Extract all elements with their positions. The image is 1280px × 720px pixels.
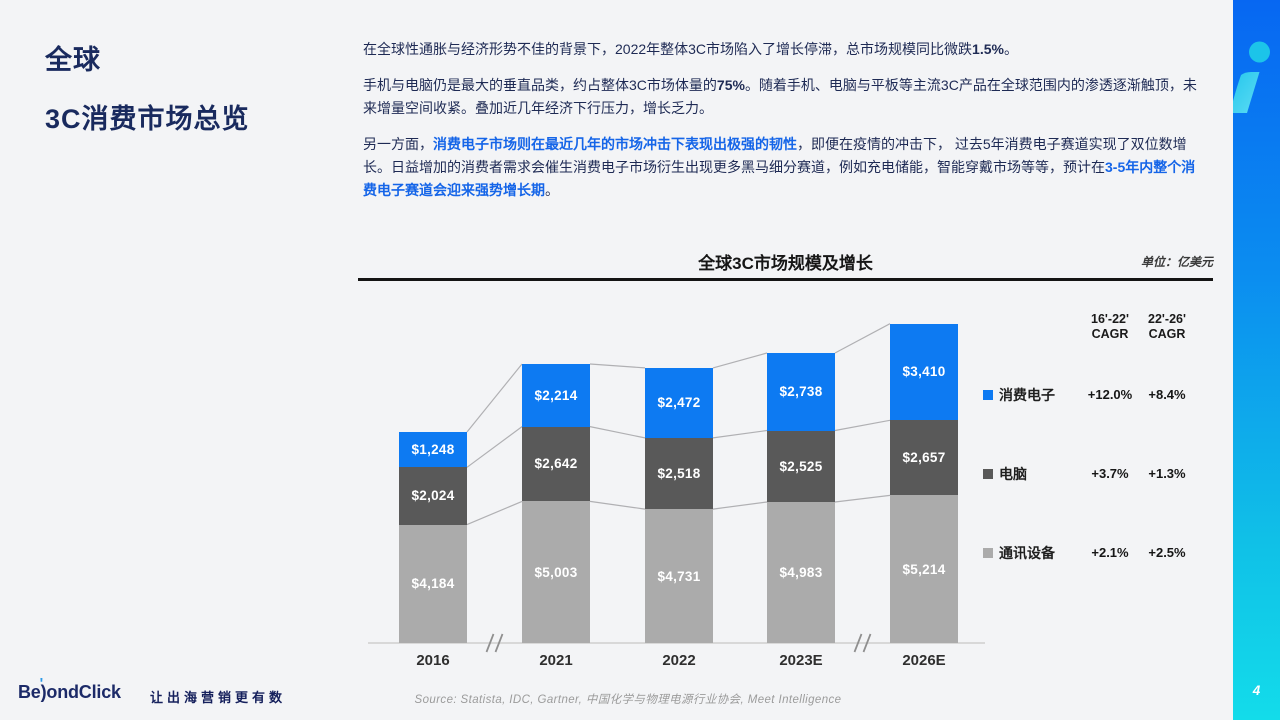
- axis-break-mark: [853, 633, 863, 653]
- bar-segment-2021-通讯设备: $5,003: [522, 501, 590, 643]
- bar-segment-2016-消费电子: $1,248: [399, 432, 467, 468]
- cagr-value: +8.4%: [1148, 387, 1186, 402]
- legend-label: 电脑: [999, 466, 1027, 482]
- chart-unit-label: 单位：亿美元: [1140, 255, 1213, 269]
- bar-value-label: $2,024: [411, 488, 455, 504]
- body-text: 在全球性通胀与经济形势不佳的背景下，2022年整体3C市场陷入了增长停滞，总市场…: [363, 38, 1209, 215]
- legend-swatch-icon: [983, 390, 993, 400]
- axis-break-mark: [494, 633, 504, 653]
- x-axis-label: 2022: [662, 652, 696, 669]
- bar-value-label: $4,731: [657, 568, 701, 584]
- page-number: 4: [1252, 683, 1261, 698]
- x-axis-label: 2021: [539, 652, 573, 669]
- body-paragraph: 在全球性通胀与经济形势不佳的背景下，2022年整体3C市场陷入了增长停滞，总市场…: [363, 38, 1209, 61]
- cagr-value: +1.3%: [1148, 466, 1186, 481]
- text-segment: 在全球性通胀与经济形势不佳的背景下，2022年整体3C市场陷入了增长停滞，总市场…: [363, 41, 973, 57]
- cagr-value: +2.5%: [1148, 545, 1186, 560]
- legend-label: 消费电子: [999, 387, 1055, 403]
- source-note: Source: Statista, IDC, Gartner, 中国化学与物理电…: [414, 694, 842, 706]
- legend-swatch-icon: [983, 469, 993, 479]
- body-paragraph: 手机与电脑仍是最大的垂直品类，约占整体3C市场体量的75%。随着手机、电脑与平板…: [363, 74, 1209, 120]
- legend-swatch-icon: [983, 548, 993, 558]
- logo-text-post: ondClick: [46, 682, 121, 702]
- chart-title: 全球3C市场规模及增长: [698, 254, 873, 273]
- text-segment: 。随着手机、电脑与平板等主流3C产品在全球范围内的渗透逐渐触顶，未来增量空间收紧…: [363, 77, 1197, 116]
- text-segment: 3-5年内整个消费电子赛道会迎来强势增长期: [363, 159, 1196, 198]
- bar-value-label: $2,518: [657, 466, 701, 482]
- bar-value-label: $2,214: [534, 387, 578, 403]
- text-segment: 另一方面，: [363, 136, 433, 152]
- cagr-value: +2.1%: [1091, 545, 1129, 560]
- legend-label: 通讯设备: [999, 545, 1055, 561]
- axis-break-mark: [485, 633, 495, 653]
- text-segment: 75%: [716, 77, 745, 93]
- text-segment: 。: [1003, 41, 1018, 57]
- text-segment: 消费电子市场则在最近几年的市场冲击下表现出极强的韧性: [433, 136, 797, 152]
- page-title-line1: 全球: [45, 45, 101, 75]
- logo-accent-mark: ': [39, 675, 44, 692]
- bar-value-label: $5,003: [534, 564, 578, 580]
- title-underline: [358, 278, 1213, 281]
- legend-row-消费电子: 消费电子: [983, 382, 1055, 408]
- bar-segment-2022-电脑: $2,518: [645, 437, 713, 510]
- axis-break-mark: [862, 633, 872, 653]
- text-segment: ，即便在疫情的冲击下， 过去5年消费电子赛道实现了双位数增长。日益增加的消费者需…: [363, 136, 1187, 175]
- bar-value-label: $2,525: [779, 458, 823, 474]
- bar-segment-2023E-电脑: $2,525: [767, 430, 835, 502]
- bar-segment-2026E-消费电子: $3,410: [890, 323, 958, 421]
- x-axis-label: 2016: [416, 652, 450, 669]
- bar-segment-2022-消费电子: $2,472: [645, 367, 713, 438]
- bar-segment-2016-通讯设备: $4,184: [399, 524, 467, 643]
- bar-value-label: $4,983: [779, 565, 823, 580]
- bar-segment-2016-电脑: $2,024: [399, 467, 467, 525]
- bar-value-label: $1,248: [411, 442, 455, 458]
- bar-segment-2022-通讯设备: $4,731: [645, 509, 713, 643]
- bar-segment-2026E-通讯设备: $5,214: [890, 495, 958, 643]
- text-segment: 。: [545, 182, 559, 198]
- bar-segment-2026E-电脑: $2,657: [890, 420, 958, 496]
- accent-ribbon: 4: [1230, 0, 1280, 720]
- logo-text-pre: Be: [18, 682, 41, 702]
- cagr-column-header: 16'-22' CAGR: [1091, 312, 1129, 341]
- bar-segment-2023E-通讯设备: $4,983: [767, 502, 835, 643]
- legend-row-通讯设备: 通讯设备: [983, 540, 1055, 566]
- text-segment: 手机与电脑仍是最大的垂直品类，约占整体3C市场体量的: [363, 77, 717, 93]
- text-segment: 1.5%: [972, 41, 1004, 57]
- cagr-value: +12.0%: [1087, 387, 1133, 402]
- legend-row-电脑: 电脑: [983, 461, 1027, 487]
- bar-value-label: $4,184: [411, 576, 455, 592]
- bar-value-label: $2,642: [534, 456, 578, 472]
- logo-tagline: 让出海营销更有数: [150, 690, 287, 705]
- bar-value-label: $2,657: [902, 450, 946, 466]
- bar-segment-2023E-消费电子: $2,738: [767, 353, 835, 431]
- cagr-value: +3.7%: [1091, 466, 1129, 481]
- bar-value-label: $3,410: [902, 364, 946, 380]
- body-paragraph: 另一方面，消费电子市场则在最近几年的市场冲击下表现出极强的韧性，即便在疫情的冲击…: [363, 133, 1209, 202]
- x-axis-label: 2026E: [902, 652, 946, 669]
- bar-value-label: $2,738: [779, 384, 823, 400]
- logo-y-glyph: ) ': [39, 675, 47, 702]
- x-axis-label: 2023E: [779, 652, 823, 669]
- bar-value-label: $2,472: [657, 395, 701, 411]
- bar-segment-2021-消费电子: $2,214: [522, 364, 590, 427]
- x-axis-line: [368, 642, 985, 644]
- cagr-column-header: 22'-26' CAGR: [1148, 312, 1186, 341]
- page-title-line2: 3C消费市场总览: [45, 104, 250, 134]
- bar-value-label: $5,214: [902, 561, 946, 577]
- bar-segment-2021-电脑: $2,642: [522, 426, 590, 502]
- beyondclick-logo: Be) ' ondClick: [18, 675, 121, 703]
- brand-mark-icon: [1230, 41, 1270, 113]
